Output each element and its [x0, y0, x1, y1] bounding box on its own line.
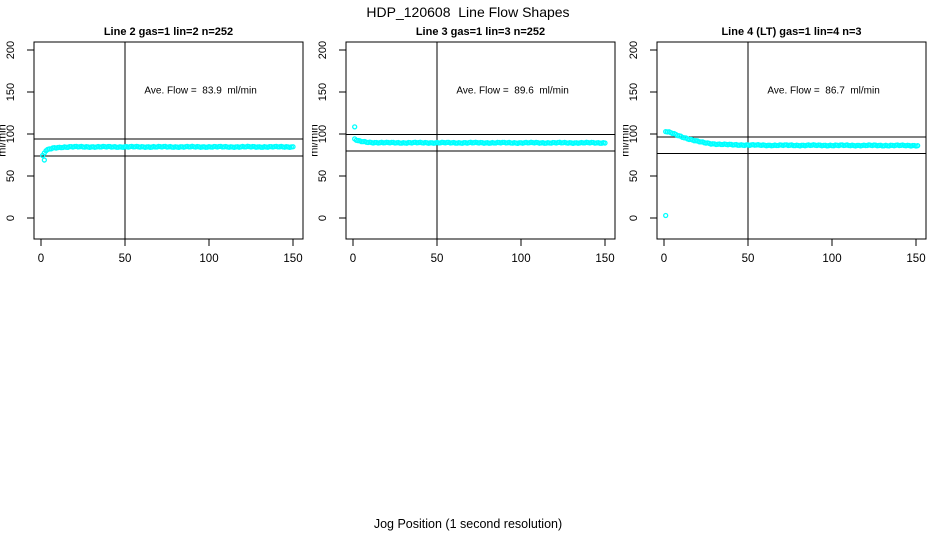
- y-tick-label: 100: [317, 125, 329, 143]
- data-points: [351, 124, 608, 146]
- x-axis-label: Jog Position (1 second resolution): [373, 517, 563, 531]
- y-tick-label: 0: [628, 215, 640, 221]
- y-tick-label: 150: [628, 83, 640, 101]
- y-tick-label: 200: [5, 41, 17, 59]
- panel-line4-plot: 0 50 100 150 200 0 50 100 150 ml/min Line 4 (LT) g…: [623, 26, 927, 265]
- panel-line3-plot: 0 50 100 150 200 0 50 100 150 ml/min Line 3 gas=1 …: [312, 26, 615, 265]
- data-point: [915, 143, 921, 149]
- y-tick-label: 0: [317, 215, 329, 221]
- panel-title: Line 4 (LT) gas=1 lin=4 n=3: [721, 26, 861, 38]
- x-tick-label: 150: [283, 253, 302, 265]
- y-axis-label: ml/min: [0, 124, 9, 156]
- y-tick-label: 100: [5, 125, 17, 143]
- plot-box: [656, 41, 927, 240]
- y-axis-label: ml/min: [312, 124, 321, 156]
- x-tick-label: 150: [595, 253, 614, 265]
- x-tick-label: 0: [38, 253, 44, 265]
- x-tick-label: 100: [511, 253, 530, 265]
- data-points: [663, 128, 921, 219]
- ave-flow-annotation: Ave. Flow = 86.7 ml/min: [767, 86, 879, 97]
- plot-box: [33, 41, 304, 240]
- plot-box: [345, 41, 615, 240]
- x-tick-label: 0: [661, 253, 667, 265]
- ave-flow-annotation: Ave. Flow = 89.6 ml/min: [456, 86, 568, 97]
- x-tick-label: 0: [349, 253, 355, 265]
- x-tick-label: 50: [430, 253, 443, 265]
- y-tick-label: 200: [628, 41, 640, 59]
- panel-title: Line 3 gas=1 lin=3 n=252: [415, 26, 544, 38]
- x-tick-label: 100: [822, 253, 841, 265]
- panel-title: Line 2 gas=1 lin=2 n=252: [104, 26, 233, 38]
- data-point: [290, 144, 296, 150]
- axes: 0 50 100 150 200 0 50 100 150 ml/min: [623, 41, 926, 265]
- y-axis-label: ml/min: [623, 124, 632, 156]
- outlier-point: [41, 157, 48, 163]
- y-tick-label: 50: [5, 170, 17, 182]
- outlier-point: [351, 124, 357, 130]
- data-point: [601, 140, 608, 146]
- outlier-point: [663, 212, 669, 219]
- chart-title: HDP_120608 Line Flow Shapes: [366, 4, 570, 20]
- y-tick-label: 150: [5, 83, 17, 101]
- x-tick-label: 50: [742, 253, 755, 265]
- x-tick-label: 100: [199, 253, 218, 265]
- x-tick-label: 50: [119, 253, 132, 265]
- ave-flow-annotation: Ave. Flow = 83.9 ml/min: [144, 86, 256, 97]
- y-tick-label: 50: [628, 170, 640, 182]
- y-tick-label: 200: [317, 41, 329, 59]
- x-tick-label: 150: [906, 253, 925, 265]
- panel-line2-plot: 0 50 100 150 200 0 50 100 150 ml/min Line 2 gas=1 …: [0, 26, 304, 265]
- axes: 0 50 100 150 200 0 50 100 150 ml/min: [0, 41, 303, 265]
- axes: 0 50 100 150 200 0 50 100 150 ml/min: [312, 41, 615, 265]
- y-tick-label: 50: [317, 170, 329, 182]
- y-tick-label: 100: [628, 125, 640, 143]
- data-points: [40, 143, 296, 163]
- y-tick-label: 0: [5, 215, 17, 221]
- y-tick-label: 150: [317, 83, 329, 101]
